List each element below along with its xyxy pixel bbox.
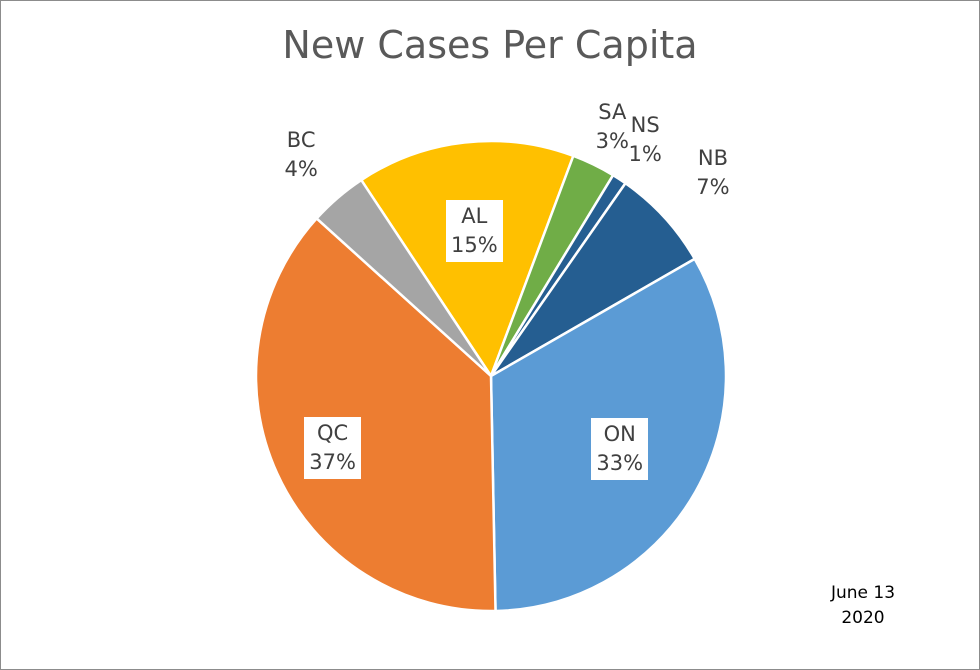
slice-label-percent: 37% [309, 450, 356, 475]
chart-title: New Cases Per Capita [282, 23, 698, 67]
slice-label-percent: 7% [696, 174, 730, 199]
slice-label-percent: 3% [595, 128, 629, 153]
slice-label-qc: QC 37% [304, 417, 361, 480]
slice-label-category: NB [697, 145, 728, 170]
slice-label-al: AL 15% [446, 200, 503, 263]
slice-label-category: SA [598, 99, 627, 124]
date-annotation-line2: 2020 [841, 608, 885, 628]
date-annotation-line1: June 13 [830, 583, 896, 603]
slice-label-percent: 1% [628, 141, 662, 166]
pie-slice-qc [254, 217, 497, 613]
slice-label-sa: SA 3% [596, 98, 629, 156]
date-annotation: June 13 2020 [813, 581, 913, 631]
slice-label-on: ON 33% [591, 417, 649, 480]
slice-label-ns: NS 1% [629, 111, 662, 169]
slice-label-category: AL [461, 204, 488, 229]
slice-label-category: ON [603, 421, 636, 446]
slice-label-percent: 4% [284, 157, 318, 182]
slice-label-category: BC [286, 128, 316, 153]
slice-label-category: QC [316, 421, 349, 446]
slice-label-percent: 15% [451, 233, 498, 258]
pie-slice-bc [315, 178, 493, 378]
slice-label-category: NS [630, 112, 660, 137]
pie-slice-nb [489, 182, 696, 378]
slice-label-nb: NB 7% [696, 144, 729, 202]
slice-label-bc: BC 4% [284, 126, 317, 184]
slice-label-percent: 33% [596, 450, 644, 475]
